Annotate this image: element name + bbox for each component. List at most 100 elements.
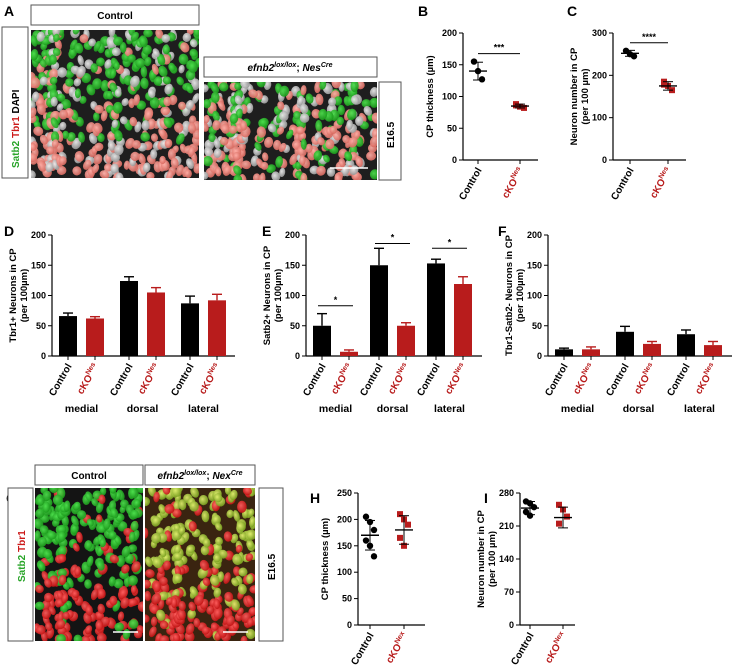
- nucleus: [111, 119, 118, 128]
- nucleus: [259, 172, 266, 180]
- category-label: cKONex: [543, 630, 570, 665]
- nucleus: [99, 170, 110, 178]
- nucleus: [204, 115, 210, 124]
- nucleus: [146, 171, 155, 178]
- nucleus: [145, 569, 155, 578]
- nucleus: [276, 126, 285, 135]
- bar: [208, 300, 226, 356]
- nucleus: [318, 108, 328, 121]
- nucleus: [215, 522, 223, 531]
- nucleus: [59, 121, 67, 131]
- bar: [340, 351, 358, 356]
- nucleus: [192, 130, 199, 140]
- nucleus: [36, 624, 46, 635]
- bar: [397, 325, 415, 356]
- category-text: Control: [609, 166, 636, 202]
- category-text: cKO: [571, 373, 591, 396]
- nucleus: [100, 110, 108, 122]
- nucleus: [129, 75, 140, 88]
- group-label: lateral: [188, 403, 219, 415]
- nucleus: [61, 593, 69, 604]
- category-label: Control: [301, 362, 328, 398]
- data-point: [362, 513, 370, 520]
- nucleus: [178, 64, 185, 74]
- nucleus: [178, 499, 187, 511]
- nucleus: [194, 594, 204, 606]
- category-label: cKONes: [136, 361, 163, 396]
- y-tick-label: 0: [602, 155, 607, 165]
- category-superscript: Nes: [207, 361, 220, 376]
- nucleus: [42, 490, 52, 502]
- y-tick-label: 250: [337, 488, 352, 498]
- y-axis-title-line: CP thickness (µm): [320, 518, 331, 600]
- nucleus: [37, 160, 47, 172]
- nucleus: [162, 488, 171, 495]
- nucleus: [151, 63, 159, 75]
- nucleus: [94, 142, 104, 152]
- mutant-box-a: [203, 56, 378, 78]
- nucleus: [31, 91, 40, 103]
- category-superscript: Nes: [703, 361, 716, 376]
- nucleus: [233, 566, 241, 577]
- nucleus: [131, 561, 141, 573]
- y-tick-label: 150: [527, 260, 542, 270]
- satb2-label: Satb2: [11, 140, 22, 168]
- y-axis-title: Tbr1+ Neurons in CP(per 100µm): [8, 248, 30, 343]
- nucleus: [305, 143, 313, 154]
- y-tick-label: 100: [31, 291, 46, 301]
- nucleus: [135, 58, 146, 69]
- category-text: Control: [604, 362, 631, 398]
- y-axis-title-line: Tbr1+ Neurons in CP: [8, 248, 19, 343]
- nucleus: [187, 146, 195, 158]
- nucleus: [215, 167, 222, 177]
- nucleus: [219, 82, 229, 92]
- nucleus: [120, 116, 128, 125]
- category-text: Control: [301, 362, 328, 398]
- nucleus: [158, 127, 166, 138]
- nucleus: [186, 544, 196, 554]
- nucleus: [72, 543, 80, 552]
- nucleus: [36, 31, 45, 42]
- nucleus: [193, 163, 199, 174]
- nucleus: [337, 104, 345, 116]
- category-label: cKONes: [386, 361, 413, 396]
- nucleus: [96, 514, 103, 523]
- tbr1-label-g: Tbr1: [17, 530, 28, 552]
- y-tick-label: 50: [290, 321, 300, 331]
- nucleus: [31, 35, 38, 47]
- nucleus: [141, 120, 150, 131]
- nucleus: [188, 61, 198, 73]
- nucleus: [142, 162, 151, 173]
- nucleus: [31, 49, 39, 61]
- nucleus: [232, 152, 241, 161]
- nuclei-mutant-a: [204, 82, 377, 180]
- y-axis-title: CP thickness (µm): [320, 518, 331, 600]
- data-point: [530, 503, 538, 511]
- nucleus: [148, 488, 156, 497]
- nucleus: [130, 151, 140, 162]
- nucleus: [162, 44, 171, 55]
- nucleus: [171, 488, 182, 497]
- nucleus: [228, 125, 238, 134]
- nucleus: [114, 144, 124, 156]
- nucleus: [201, 510, 210, 523]
- category-superscript: Nes: [658, 165, 671, 180]
- significance-stars: *: [334, 295, 338, 305]
- nucleus: [233, 174, 243, 180]
- nucleus: [90, 589, 99, 601]
- nucleus: [236, 521, 246, 532]
- nucleus: [143, 30, 153, 38]
- nucleus: [188, 122, 196, 134]
- nucleus: [118, 588, 128, 600]
- nucleus: [37, 561, 46, 572]
- nucleus: [150, 133, 159, 142]
- data-point: [397, 511, 403, 518]
- category-label: cKONes: [329, 361, 356, 396]
- nucleus: [234, 82, 242, 91]
- panel-letter-i: I: [484, 490, 488, 506]
- nucleus: [80, 635, 91, 641]
- nucleus: [189, 501, 199, 512]
- nucleus: [145, 614, 150, 623]
- nucleus: [56, 633, 66, 641]
- nucleus: [237, 500, 247, 513]
